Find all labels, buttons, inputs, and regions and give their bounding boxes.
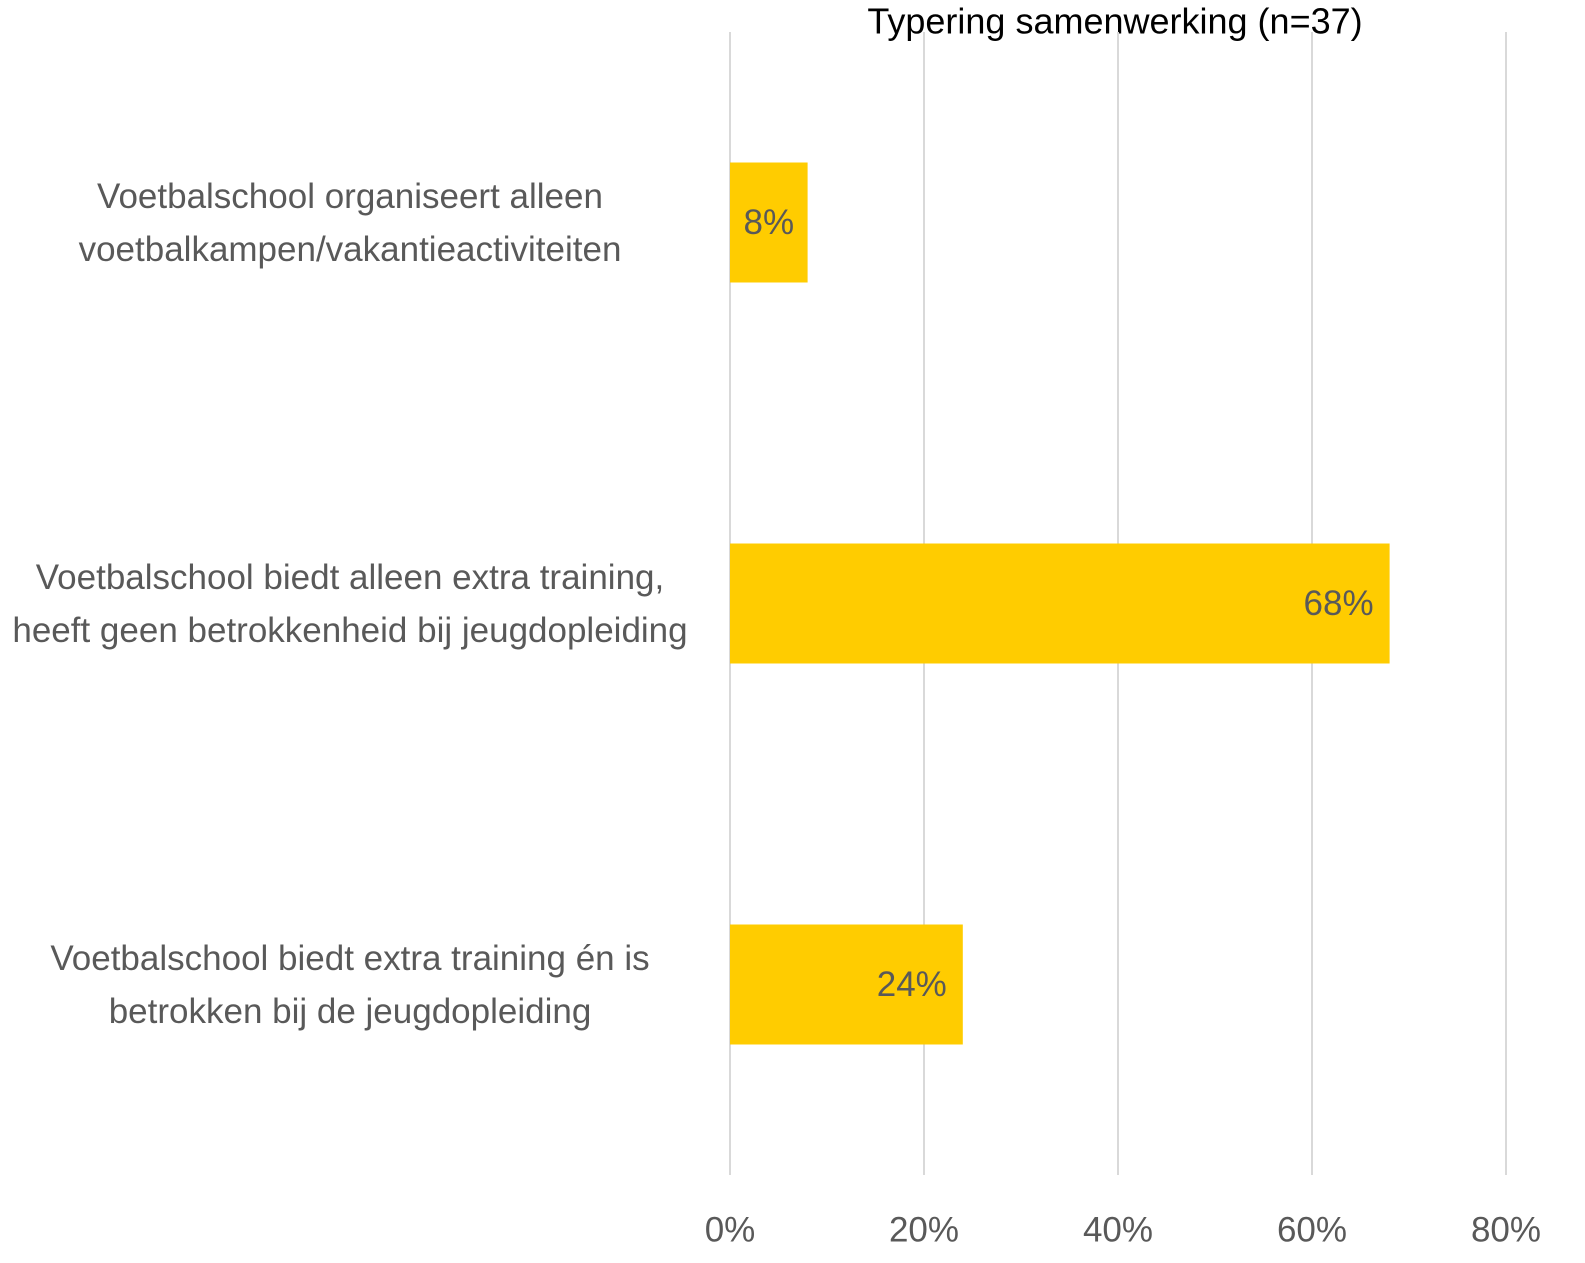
category-label: Voetbalschool biedt extra training én is… [50, 938, 650, 1031]
bar [730, 162, 808, 283]
bar [730, 543, 1390, 664]
x-tick-label: 40% [1083, 1210, 1153, 1249]
x-tick-label: 60% [1277, 1210, 1347, 1249]
x-tick-label: 20% [889, 1210, 959, 1249]
x-tick-label: 0% [705, 1210, 756, 1249]
category-label: Voetbalschool organiseert alleen voetbal… [78, 176, 622, 269]
value-label: 24% [877, 965, 947, 1004]
chart-title: Typering samenwerking (n=37) [867, 1, 1362, 42]
value-label: 8% [744, 203, 795, 242]
value-label: 68% [1304, 584, 1374, 623]
bar [730, 924, 963, 1045]
category-label: Voetbalschool biedt alleen extra trainin… [12, 557, 688, 650]
x-tick-label: 80% [1471, 1210, 1541, 1249]
